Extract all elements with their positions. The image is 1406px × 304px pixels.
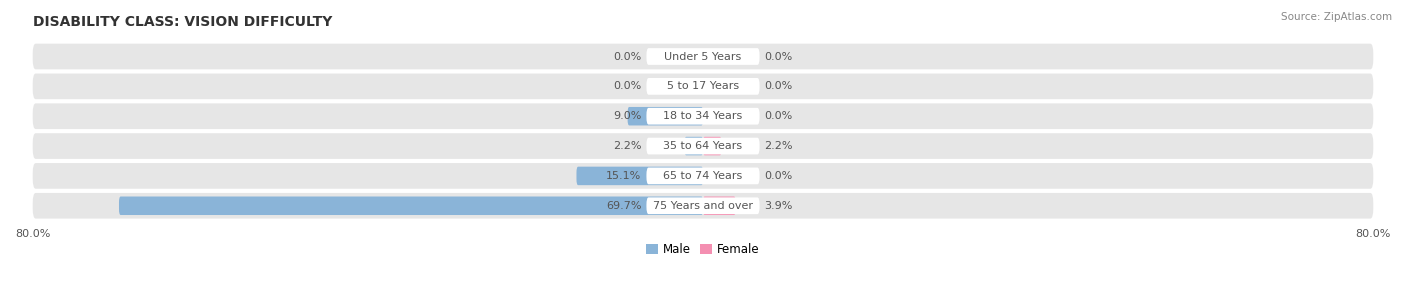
FancyBboxPatch shape (647, 78, 759, 95)
FancyBboxPatch shape (627, 107, 703, 126)
Text: 0.0%: 0.0% (613, 81, 641, 92)
Legend: Male, Female: Male, Female (641, 238, 765, 261)
FancyBboxPatch shape (647, 108, 759, 125)
Text: 0.0%: 0.0% (765, 111, 793, 121)
FancyBboxPatch shape (32, 163, 1374, 189)
Text: 0.0%: 0.0% (765, 81, 793, 92)
FancyBboxPatch shape (647, 138, 759, 154)
FancyBboxPatch shape (703, 137, 721, 155)
Text: 2.2%: 2.2% (613, 141, 641, 151)
Text: Source: ZipAtlas.com: Source: ZipAtlas.com (1281, 12, 1392, 22)
FancyBboxPatch shape (685, 137, 703, 155)
FancyBboxPatch shape (647, 48, 759, 65)
FancyBboxPatch shape (647, 197, 759, 214)
FancyBboxPatch shape (647, 168, 759, 184)
Text: 18 to 34 Years: 18 to 34 Years (664, 111, 742, 121)
FancyBboxPatch shape (32, 103, 1374, 129)
FancyBboxPatch shape (32, 133, 1374, 159)
FancyBboxPatch shape (120, 196, 703, 215)
Text: 35 to 64 Years: 35 to 64 Years (664, 141, 742, 151)
FancyBboxPatch shape (32, 44, 1374, 69)
FancyBboxPatch shape (576, 167, 703, 185)
Text: 0.0%: 0.0% (765, 171, 793, 181)
Text: Under 5 Years: Under 5 Years (665, 51, 741, 61)
Text: 69.7%: 69.7% (606, 201, 641, 211)
Text: 75 Years and over: 75 Years and over (652, 201, 754, 211)
Text: 9.0%: 9.0% (613, 111, 641, 121)
Text: 0.0%: 0.0% (765, 51, 793, 61)
Text: 3.9%: 3.9% (765, 201, 793, 211)
FancyBboxPatch shape (32, 74, 1374, 99)
Text: DISABILITY CLASS: VISION DIFFICULTY: DISABILITY CLASS: VISION DIFFICULTY (32, 15, 332, 29)
Text: 0.0%: 0.0% (613, 51, 641, 61)
FancyBboxPatch shape (703, 196, 735, 215)
Text: 15.1%: 15.1% (606, 171, 641, 181)
Text: 5 to 17 Years: 5 to 17 Years (666, 81, 740, 92)
FancyBboxPatch shape (32, 193, 1374, 219)
Text: 65 to 74 Years: 65 to 74 Years (664, 171, 742, 181)
Text: 2.2%: 2.2% (765, 141, 793, 151)
